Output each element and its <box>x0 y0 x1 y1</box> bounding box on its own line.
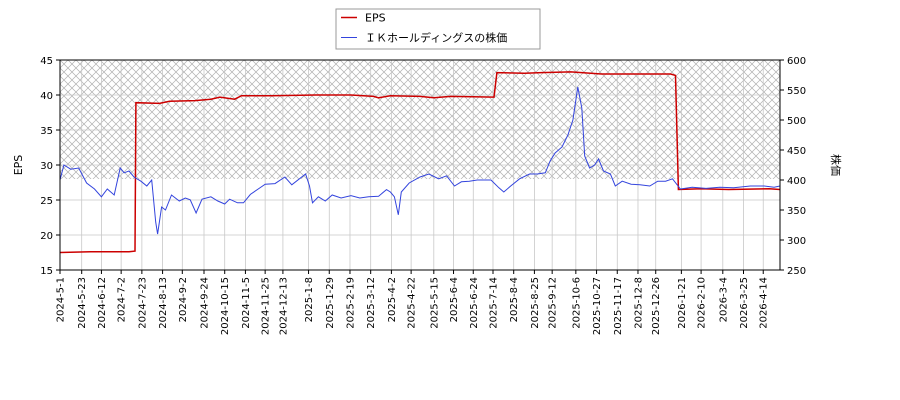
left-tick-label: 40 <box>40 91 53 102</box>
x-tick-label: 2026-3-4 <box>718 277 729 322</box>
x-tick-label: 2025-3-12 <box>366 277 377 329</box>
left-tick-label: 20 <box>40 231 53 242</box>
x-tick-label: 2024-6-12 <box>97 277 108 329</box>
right-tick-label: 500 <box>787 116 806 127</box>
x-tick-label: 2024-11-25 <box>261 277 272 335</box>
x-tick-label: 2025-10-6 <box>571 277 582 329</box>
legend-price-label: ＩＫホールディングスの株価 <box>365 31 507 45</box>
hatch-fill <box>60 60 780 179</box>
x-tick-label: 2025-2-19 <box>345 277 356 329</box>
right-tick-label: 400 <box>787 176 806 187</box>
x-tick-label: 2025-6-4 <box>449 277 460 322</box>
left-tick-label: 25 <box>40 196 53 207</box>
x-tick-label: 2025-9-12 <box>548 277 559 329</box>
x-tick-label: 2025-8-25 <box>530 277 541 329</box>
x-tick-label: 2025-5-15 <box>429 277 440 329</box>
left-axis-ticks: 15 20 25 30 35 40 45 <box>40 56 60 277</box>
legend-box <box>335 8 541 50</box>
legend-eps-label: EPS <box>365 12 386 25</box>
right-tick-label: 350 <box>787 206 806 217</box>
left-tick-label: 15 <box>40 266 53 277</box>
series-lines <box>60 71 780 254</box>
right-tick-label: 300 <box>787 236 806 247</box>
x-tick-label: 2024-5-23 <box>77 277 88 329</box>
x-tick-label: 2026-3-25 <box>739 277 750 329</box>
x-tick-label: 2024-7-2 <box>117 277 128 322</box>
x-tick-label: 2025-12-8 <box>633 277 644 329</box>
x-tick-label: 2025-7-14 <box>488 277 499 329</box>
hatched-area <box>60 60 780 179</box>
x-tick-label: 2024-11-5 <box>241 277 252 329</box>
right-tick-label: 250 <box>787 266 806 277</box>
x-tick-label: 2024-9-24 <box>200 277 211 329</box>
x-tick-label: 2025-6-24 <box>469 277 480 329</box>
x-tick-label: 2025-8-4 <box>509 277 520 322</box>
x-tick-label: 2025-10-27 <box>592 277 603 335</box>
eps-series-line <box>60 71 780 254</box>
x-tick-label: 2025-12-26 <box>651 277 662 335</box>
right-tick-label: 600 <box>787 56 806 67</box>
right-axis-ticks: 250 300 350 400 450 500 550 600 <box>780 56 806 277</box>
grid-lines <box>59 59 780 271</box>
right-tick-label: 550 <box>787 86 806 97</box>
left-tick-label: 30 <box>40 161 53 172</box>
left-tick-label: 45 <box>40 56 53 67</box>
x-tick-label: 2026-2-10 <box>697 277 708 329</box>
x-tick-label: 2026-4-14 <box>759 277 770 329</box>
left-tick-label: 35 <box>40 126 53 137</box>
x-tick-label: 2025-11-17 <box>613 277 624 335</box>
x-tick-label: 2025-4-22 <box>407 277 418 329</box>
x-tick-label: 2024-10-15 <box>220 277 231 335</box>
right-tick-label: 450 <box>787 146 806 157</box>
x-axis-ticks: 2024-5-1 2024-5-23 2024-6-12 2024-7-2 2024-7… <box>56 270 770 335</box>
legend: EPS ＩＫホールディングスの株価 <box>335 8 541 50</box>
x-tick-label: 2026-1-21 <box>677 277 688 329</box>
x-tick-label: 2024-9-2 <box>178 277 189 322</box>
x-tick-label: 2024-8-13 <box>158 277 169 329</box>
price-series-line <box>60 86 780 235</box>
x-tick-label: 2025-4-2 <box>387 277 398 322</box>
x-tick-label: 2025-1-29 <box>325 277 336 329</box>
x-tick-label: 2024-12-13 <box>278 277 289 335</box>
x-tick-label: 2025-1-8 <box>304 277 315 322</box>
right-axis-label: 株価 <box>829 154 843 176</box>
x-tick-label: 2024-5-1 <box>56 277 67 322</box>
left-axis-label: EPS <box>12 155 25 176</box>
x-tick-label: 2024-7-23 <box>137 277 148 329</box>
